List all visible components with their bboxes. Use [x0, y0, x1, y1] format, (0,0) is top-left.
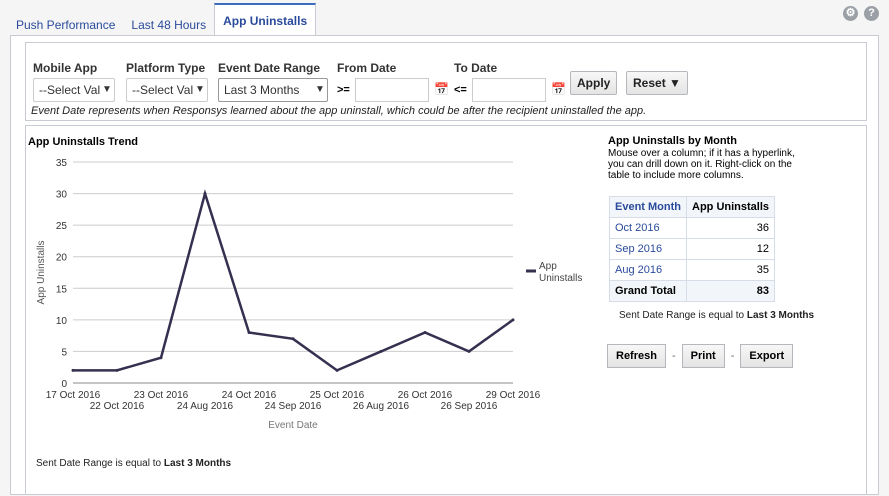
report-actions: Refresh - Print - Export [607, 344, 794, 368]
export-button[interactable]: Export [740, 344, 794, 368]
refresh-button[interactable]: Refresh [607, 344, 666, 368]
data-point [203, 192, 207, 196]
month-link[interactable]: Oct 2016 [609, 217, 687, 239]
report-area: App Uninstalls Trend 0 5 10 15 20 25 30 35 17 Oc… [25, 125, 867, 495]
tab-push-performance[interactable]: Push Performance [16, 18, 116, 32]
dashboard-panel: Mobile App --Select Valu▼ Platform Type … [10, 35, 879, 495]
data-point [511, 318, 515, 322]
x-tick-label: 17 Oct 2016 [46, 390, 101, 401]
from-date-label: From Date [337, 61, 397, 75]
value-cell: 35 [685, 259, 776, 281]
tab-app-uninstalls[interactable]: App Uninstalls [214, 3, 317, 37]
chart-filter-value: Last 3 Months [163, 458, 232, 469]
month-link[interactable]: Aug 2016 [609, 259, 687, 281]
series-line [73, 189, 514, 372]
x-tick-label: 25 Oct 2016 [310, 390, 365, 401]
data-point [247, 330, 251, 334]
filter-note: Event Date represents when Responsys lea… [31, 105, 647, 117]
to-date-operator: <= [454, 84, 467, 96]
grand-total-label: Grand Total [609, 280, 687, 302]
apply-button[interactable]: Apply [570, 71, 618, 95]
y-axis-label: App Uninstalls [36, 241, 47, 305]
from-date-input[interactable] [355, 78, 429, 102]
month-table: Event Month App Uninstalls Oct 2016 36 Sep… [609, 196, 776, 302]
chart-title: App Uninstalls Trend [28, 136, 139, 148]
chart-filter-label: Sent Date Range is equal to [36, 458, 162, 469]
mobile-app-label: Mobile App [33, 61, 98, 75]
legend-label: Uninstalls [539, 273, 582, 284]
help-icon[interactable]: ? [864, 6, 879, 21]
x-tick-label: 24 Oct 2016 [222, 390, 277, 401]
gear-icon[interactable]: ⚙ [843, 6, 858, 21]
event-date-range-value: Last 3 Months [224, 83, 300, 97]
table-row: Sep 2016 12 [609, 238, 776, 260]
chart-filter-text: Sent Date Range is equal to Last 3 Month… [36, 458, 231, 469]
from-date-operator: >= [337, 84, 350, 96]
tab-bar: Push Performance Last 48 Hours App Unins… [0, 0, 317, 37]
separator: - [671, 350, 676, 362]
data-point [291, 337, 295, 341]
print-button[interactable]: Print [681, 344, 725, 368]
column-header-event-month[interactable]: Event Month [609, 196, 687, 218]
legend-label: App [539, 261, 557, 272]
y-tick-label: 35 [56, 158, 68, 169]
filter-prompts: Mobile App --Select Valu▼ Platform Type … [25, 42, 867, 121]
y-tick-label: 10 [56, 316, 68, 327]
grand-total-row: Grand Total 83 [609, 280, 776, 302]
table-filter-value: Last 3 Months [746, 310, 815, 321]
to-date-label: To Date [454, 61, 498, 75]
platform-type-select[interactable]: --Select Valu▼ [126, 78, 208, 102]
x-tick-label: 24 Sep 2016 [265, 401, 322, 412]
reset-button[interactable]: Reset ▼ [626, 71, 688, 95]
platform-type-value: --Select Valu [132, 83, 193, 97]
chevron-down-icon: ▼ [195, 84, 205, 95]
column-header-app-uninstalls[interactable]: App Uninstalls [685, 196, 776, 218]
chevron-down-icon: ▼ [102, 84, 112, 95]
event-date-range-select[interactable]: Last 3 Months ▼ [218, 78, 328, 102]
x-tick-label: 23 Oct 2016 [134, 390, 189, 401]
table-description: Mouse over a column; if it has a hyperli… [608, 148, 795, 181]
y-tick-label: 25 [56, 221, 68, 232]
x-tick-label: 26 Oct 2016 [398, 390, 453, 401]
y-tick-label: 0 [61, 379, 67, 390]
table-row: Oct 2016 36 [609, 217, 776, 239]
mobile-app-value: --Select Valu [39, 83, 100, 97]
chevron-down-icon: ▼ [315, 84, 325, 95]
to-date-input[interactable] [472, 78, 546, 102]
data-point [71, 368, 75, 372]
table-filter-text: Sent Date Range is equal to Last 3 Month… [619, 310, 814, 321]
y-tick-label: 5 [61, 347, 67, 358]
calendar-icon[interactable]: 📅 [551, 82, 565, 96]
value-cell: 36 [685, 217, 776, 239]
x-axis-label: Event Date [268, 420, 318, 431]
data-point [467, 349, 471, 353]
y-tick-label: 15 [56, 284, 68, 295]
grand-total-value: 83 [685, 280, 776, 302]
data-point [335, 368, 339, 372]
x-tick-label: 24 Aug 2016 [177, 401, 234, 412]
data-point [159, 356, 163, 360]
x-tick-label: 22 Oct 2016 [90, 401, 145, 412]
platform-type-label: Platform Type [126, 61, 206, 75]
data-point [423, 330, 427, 334]
x-tick-label: 26 Sep 2016 [441, 401, 498, 412]
x-tick-label: 26 Aug 2016 [353, 401, 410, 412]
calendar-icon[interactable]: 📅 [434, 82, 448, 96]
y-tick-label: 20 [56, 253, 68, 264]
table-row: Aug 2016 35 [609, 259, 776, 281]
tab-last-48-hours[interactable]: Last 48 Hours [131, 18, 207, 32]
month-link[interactable]: Sep 2016 [609, 238, 687, 260]
mobile-app-select[interactable]: --Select Valu▼ [33, 78, 115, 102]
x-tick-label: 29 Oct 2016 [486, 390, 541, 401]
table-filter-label: Sent Date Range is equal to [619, 310, 745, 321]
y-tick-label: 30 [56, 190, 68, 201]
event-date-range-label: Event Date Range [218, 61, 321, 75]
separator: - [730, 350, 735, 362]
data-point [115, 368, 119, 372]
table-title: App Uninstalls by Month [608, 135, 737, 147]
data-point [379, 349, 383, 353]
value-cell: 12 [685, 238, 776, 260]
